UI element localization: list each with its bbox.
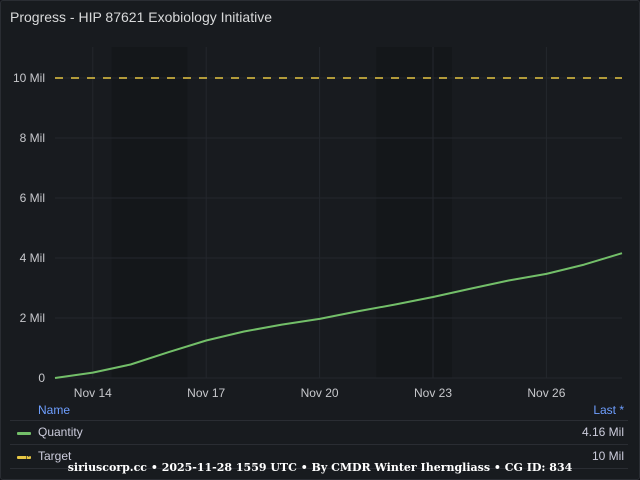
legend-series-value: 4.16 Mil — [581, 425, 624, 439]
legend-series-name: Target — [38, 449, 72, 463]
legend: Name Last * Quantity 4.16 Mil Target 10 … — [10, 400, 628, 469]
grid-lines — [55, 47, 622, 379]
y-tick-label: 2 Mil — [20, 311, 45, 325]
target-swatch-icon — [17, 456, 31, 459]
x-tick-label: Nov 23 — [414, 386, 452, 400]
weekend-band — [376, 47, 452, 378]
x-tick-label: Nov 26 — [527, 386, 565, 400]
quantity-swatch-icon — [17, 432, 31, 435]
x-tick-label: Nov 20 — [301, 386, 339, 400]
legend-row-target[interactable]: Target 10 Mil — [10, 445, 628, 469]
x-tick-label: Nov 14 — [74, 386, 112, 400]
y-tick-label: 6 Mil — [20, 191, 45, 205]
legend-header: Name Last * — [10, 400, 628, 421]
y-tick-label: 8 Mil — [20, 131, 45, 145]
chart: 0 2 Mil 4 Mil 6 Mil 8 Mil 10 Mil Nov 14 Nov 17… — [13, 47, 623, 400]
weekend-bands — [111, 47, 452, 378]
legend-last-header[interactable]: Last * — [593, 403, 624, 417]
y-tick-label: 4 Mil — [20, 251, 45, 265]
weekend-band — [111, 47, 188, 378]
footer-credit: siriuscorp.cc • 2025-11-28 1559 UTC • By… — [67, 461, 573, 474]
legend-row-quantity[interactable]: Quantity 4.16 Mil — [10, 421, 628, 445]
y-axis-ticks: 0 2 Mil 4 Mil 6 Mil 8 Mil 10 Mil — [13, 71, 45, 385]
x-tick-label: Nov 17 — [187, 386, 225, 400]
y-tick-label: 0 — [38, 371, 45, 385]
quantity-line — [54, 252, 623, 379]
y-tick-label: 10 Mil — [13, 71, 45, 85]
series-lines — [54, 77, 623, 379]
legend-name-header[interactable]: Name — [38, 403, 71, 417]
legend-series-value: 10 Mil — [591, 449, 624, 463]
x-axis-ticks: Nov 14 Nov 17 Nov 20 Nov 23 Nov 26 — [74, 386, 566, 400]
panel-title: Progress - HIP 87621 Exobiology Initiati… — [10, 9, 272, 25]
legend-series-name: Quantity — [38, 425, 83, 439]
